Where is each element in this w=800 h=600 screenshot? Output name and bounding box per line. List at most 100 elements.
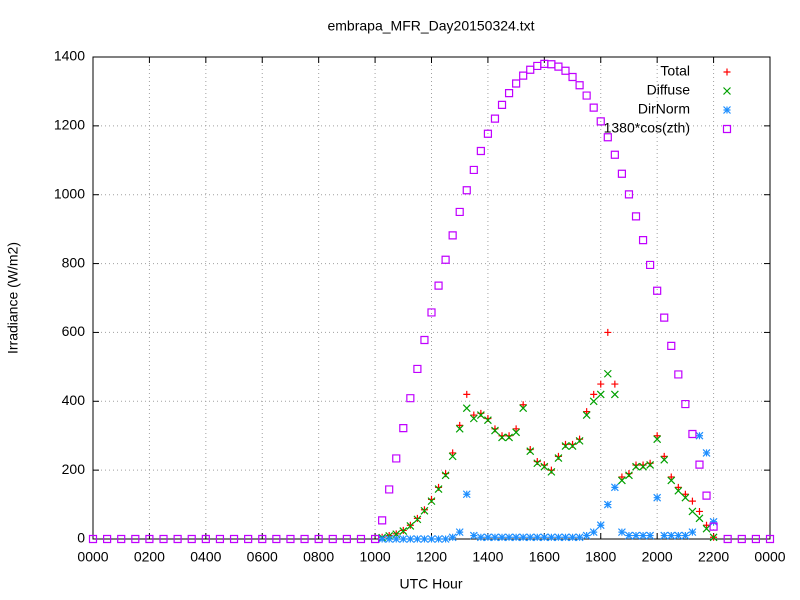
point — [604, 328, 612, 336]
point — [723, 534, 732, 544]
point — [596, 521, 605, 530]
point — [476, 411, 485, 419]
point — [660, 531, 669, 540]
point — [505, 533, 513, 542]
point — [88, 534, 98, 544]
point — [441, 471, 450, 480]
point — [624, 190, 634, 199]
point — [674, 486, 683, 495]
point — [639, 462, 647, 471]
point — [625, 471, 633, 480]
legend-label: Total — [660, 63, 690, 79]
point — [596, 117, 605, 126]
point — [272, 534, 281, 544]
point — [244, 534, 253, 544]
legend-marker — [723, 106, 731, 114]
point — [145, 534, 154, 544]
point — [660, 455, 669, 464]
point — [356, 534, 366, 544]
point — [427, 497, 436, 506]
x-tick-label: 0000 — [754, 549, 785, 565]
point — [674, 531, 683, 540]
point — [399, 535, 408, 543]
point — [632, 531, 640, 540]
x-tick-label: 1600 — [529, 549, 560, 565]
point — [441, 535, 450, 543]
point — [519, 401, 527, 409]
point — [420, 335, 429, 345]
point — [462, 186, 471, 195]
point — [434, 281, 443, 290]
y-tick-label: 1400 — [54, 48, 85, 64]
point — [413, 514, 421, 522]
point — [688, 528, 697, 537]
point — [498, 533, 506, 542]
x-tick-label: 1200 — [416, 549, 447, 565]
point — [413, 515, 422, 524]
x-tick-label: 2200 — [698, 549, 729, 565]
point — [519, 71, 528, 80]
point — [420, 535, 429, 543]
point — [385, 485, 394, 494]
y-tick-label: 1000 — [54, 185, 85, 201]
point — [449, 449, 457, 457]
point — [483, 129, 493, 138]
point — [498, 433, 506, 442]
point — [561, 533, 570, 542]
legend-marker — [722, 124, 732, 134]
point — [476, 146, 485, 156]
point — [660, 452, 668, 460]
point — [646, 461, 655, 469]
point — [173, 534, 182, 544]
point — [406, 535, 415, 543]
point — [455, 528, 464, 537]
point — [653, 286, 662, 295]
point — [342, 534, 351, 544]
point — [639, 531, 647, 540]
point — [632, 462, 640, 471]
point — [695, 514, 704, 523]
point — [497, 100, 507, 109]
point — [427, 308, 436, 317]
series — [378, 431, 718, 543]
point — [617, 476, 626, 485]
point — [702, 449, 711, 457]
point — [554, 62, 563, 71]
point — [462, 490, 471, 499]
point — [131, 534, 140, 544]
y-tick-label: 400 — [62, 392, 86, 408]
point — [610, 390, 619, 399]
point — [399, 527, 408, 536]
point — [483, 533, 492, 542]
point — [709, 522, 718, 531]
point — [688, 507, 697, 516]
x-axis-label: UTC Hour — [399, 576, 462, 592]
point — [469, 165, 478, 175]
x-tick-label: 0200 — [134, 549, 165, 565]
point — [695, 507, 703, 515]
point — [561, 66, 570, 75]
point — [201, 534, 210, 544]
point — [476, 533, 485, 542]
point — [491, 533, 499, 542]
point — [660, 313, 669, 322]
point — [575, 81, 584, 90]
point — [470, 411, 478, 419]
point — [399, 424, 408, 433]
point — [702, 524, 711, 533]
point — [597, 380, 605, 388]
point — [554, 454, 563, 463]
point — [631, 212, 641, 221]
point — [540, 462, 549, 471]
point — [582, 411, 591, 419]
point — [392, 535, 401, 543]
series — [378, 328, 718, 541]
y-tick-label: 0 — [77, 530, 85, 546]
point — [504, 89, 514, 98]
point — [709, 517, 718, 526]
x-tick-label: 0600 — [247, 549, 278, 565]
point — [512, 79, 521, 88]
point — [533, 533, 542, 542]
